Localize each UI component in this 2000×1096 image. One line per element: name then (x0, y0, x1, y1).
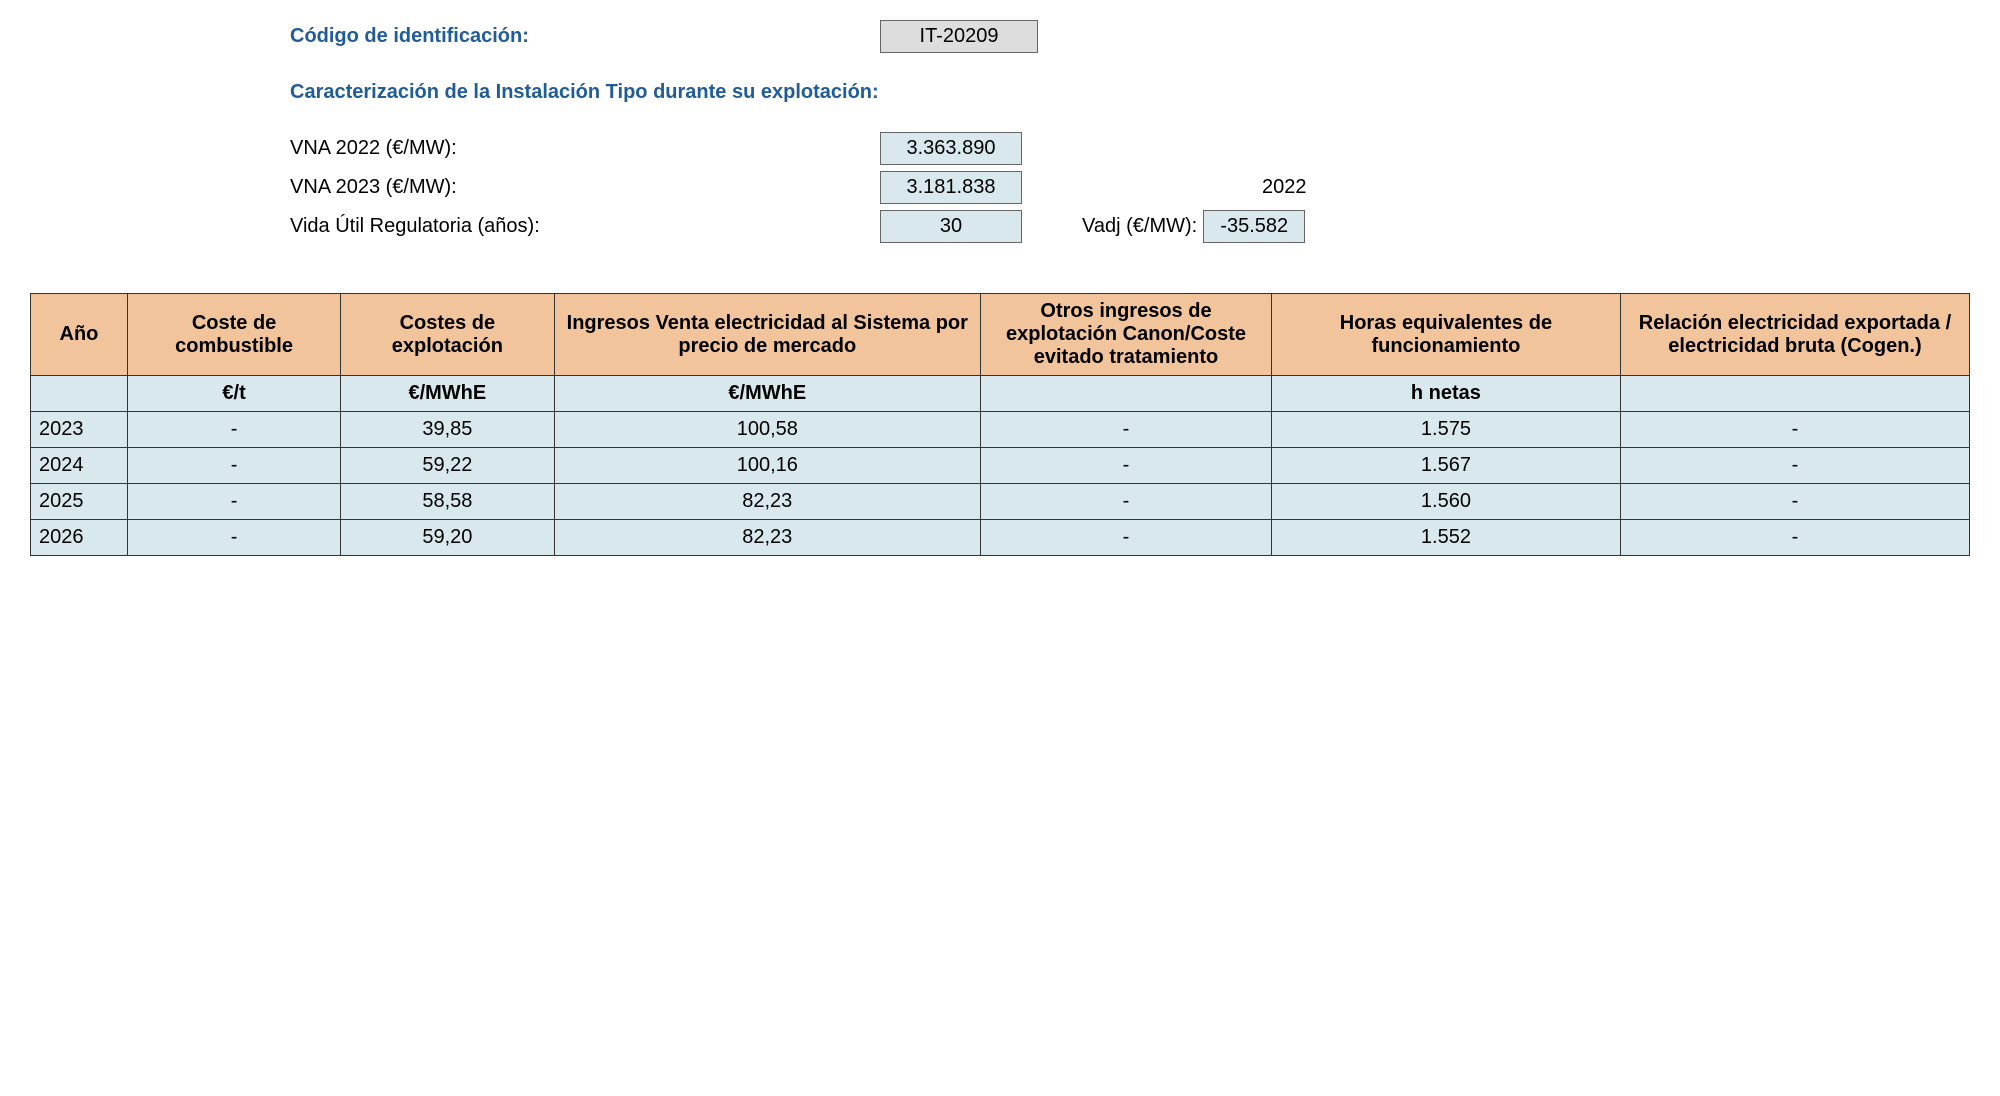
cell: - (981, 484, 1272, 520)
col-header-hours: Horas equivalentes de funcionamiento (1271, 294, 1620, 376)
param-label: Vida Útil Regulatoria (años): (290, 215, 880, 238)
header-block: Código de identificación: IT-20209 Carac… (290, 20, 1970, 243)
section-title: Caracterización de la Instalación Tipo d… (290, 81, 1970, 104)
unit-cell: h netas (1271, 376, 1620, 412)
param-value: 3.363.890 (880, 132, 1022, 165)
cell: 39,85 (341, 412, 554, 448)
vadj-value: -35.582 (1203, 210, 1305, 243)
id-row: Código de identificación: IT-20209 (290, 20, 1970, 53)
id-label: Código de identificación: (290, 25, 880, 48)
year-reference: 2022 (1262, 176, 1307, 199)
cell: 82,23 (554, 520, 981, 556)
table-row: 2025 - 58,58 82,23 - 1.560 - (31, 484, 1970, 520)
cell: - (981, 520, 1272, 556)
table-body: €/t €/MWhE €/MWhE h netas 2023 - 39,85 1… (31, 376, 1970, 556)
cell: 58,58 (341, 484, 554, 520)
param-value: 30 (880, 210, 1022, 243)
param-value: 3.181.838 (880, 171, 1022, 204)
cell: - (1620, 448, 1969, 484)
cell-year: 2024 (31, 448, 128, 484)
unit-cell: €/MWhE (554, 376, 981, 412)
col-header-revenue: Ingresos Venta electricidad al Sistema p… (554, 294, 981, 376)
units-row: €/t €/MWhE €/MWhE h netas (31, 376, 1970, 412)
cell-year: 2025 (31, 484, 128, 520)
unit-cell: €/MWhE (341, 376, 554, 412)
table-header-row: Año Coste de combustible Costes de explo… (31, 294, 1970, 376)
cell: - (127, 412, 340, 448)
cell: - (981, 412, 1272, 448)
data-table: Año Coste de combustible Costes de explo… (30, 293, 1970, 556)
cell: 59,20 (341, 520, 554, 556)
table-row: 2024 - 59,22 100,16 - 1.567 - (31, 448, 1970, 484)
vadj-label: Vadj (€/MW): (1082, 215, 1197, 238)
cell: 59,22 (341, 448, 554, 484)
cell: 100,16 (554, 448, 981, 484)
col-header-fuel: Coste de combustible (127, 294, 340, 376)
param-label: VNA 2022 (€/MW): (290, 137, 880, 160)
param-label: VNA 2023 (€/MW): (290, 176, 880, 199)
id-value-box: IT-20209 (880, 20, 1038, 53)
table-row: 2023 - 39,85 100,58 - 1.575 - (31, 412, 1970, 448)
cell: 100,58 (554, 412, 981, 448)
param-row-vida-util: Vida Útil Regulatoria (años): 30 Vadj (€… (290, 210, 1970, 243)
cell: 1.560 (1271, 484, 1620, 520)
cell: - (127, 520, 340, 556)
cell: - (1620, 484, 1969, 520)
cell: - (981, 448, 1272, 484)
cell: - (127, 448, 340, 484)
col-header-ratio: Relación electricidad exportada / electr… (1620, 294, 1969, 376)
cell: 1.567 (1271, 448, 1620, 484)
param-row-vna2023: VNA 2023 (€/MW): 3.181.838 2022 (290, 171, 1970, 204)
cell: 82,23 (554, 484, 981, 520)
cell: - (1620, 412, 1969, 448)
param-row-vna2022: VNA 2022 (€/MW): 3.363.890 (290, 132, 1970, 165)
cell: - (127, 484, 340, 520)
table-row: 2026 - 59,20 82,23 - 1.552 - (31, 520, 1970, 556)
cell-year: 2023 (31, 412, 128, 448)
unit-cell: €/t (127, 376, 340, 412)
cell: - (1620, 520, 1969, 556)
col-header-other: Otros ingresos de explotación Canon/Cost… (981, 294, 1272, 376)
unit-cell (1620, 376, 1969, 412)
unit-cell (981, 376, 1272, 412)
cell: 1.552 (1271, 520, 1620, 556)
col-header-opex: Costes de explotación (341, 294, 554, 376)
cell: 1.575 (1271, 412, 1620, 448)
unit-cell (31, 376, 128, 412)
cell-year: 2026 (31, 520, 128, 556)
col-header-year: Año (31, 294, 128, 376)
